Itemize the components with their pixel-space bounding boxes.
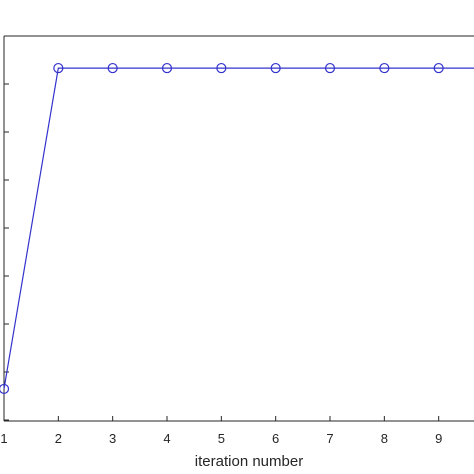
data-point: [379, 62, 390, 74]
data-point: [216, 62, 227, 74]
x-tick-label: 8: [381, 431, 388, 446]
x-tick-label: 9: [435, 431, 442, 446]
x-tick-label: 5: [218, 431, 225, 446]
x-tick-label: 3: [109, 431, 116, 446]
data-point: [324, 62, 336, 74]
x-tick-label: 7: [326, 431, 333, 446]
x-axis-label: iteration number: [195, 453, 303, 470]
series-line: [3, 67, 474, 390]
x-tick-label: 1: [0, 431, 7, 446]
data-point: [53, 62, 64, 74]
data-point: [433, 62, 444, 74]
x-tick-label: 4: [163, 431, 170, 446]
data-point: [270, 62, 281, 74]
data-point: [161, 62, 173, 74]
x-tick-label: 6: [272, 431, 279, 446]
data-point: [0, 383, 10, 395]
series-group: [0, 62, 474, 395]
data-point: [107, 62, 118, 74]
axes: 1 2 3 4 5 6 7 8 9: [0, 35, 474, 446]
x-tick-label: 2: [55, 431, 62, 446]
